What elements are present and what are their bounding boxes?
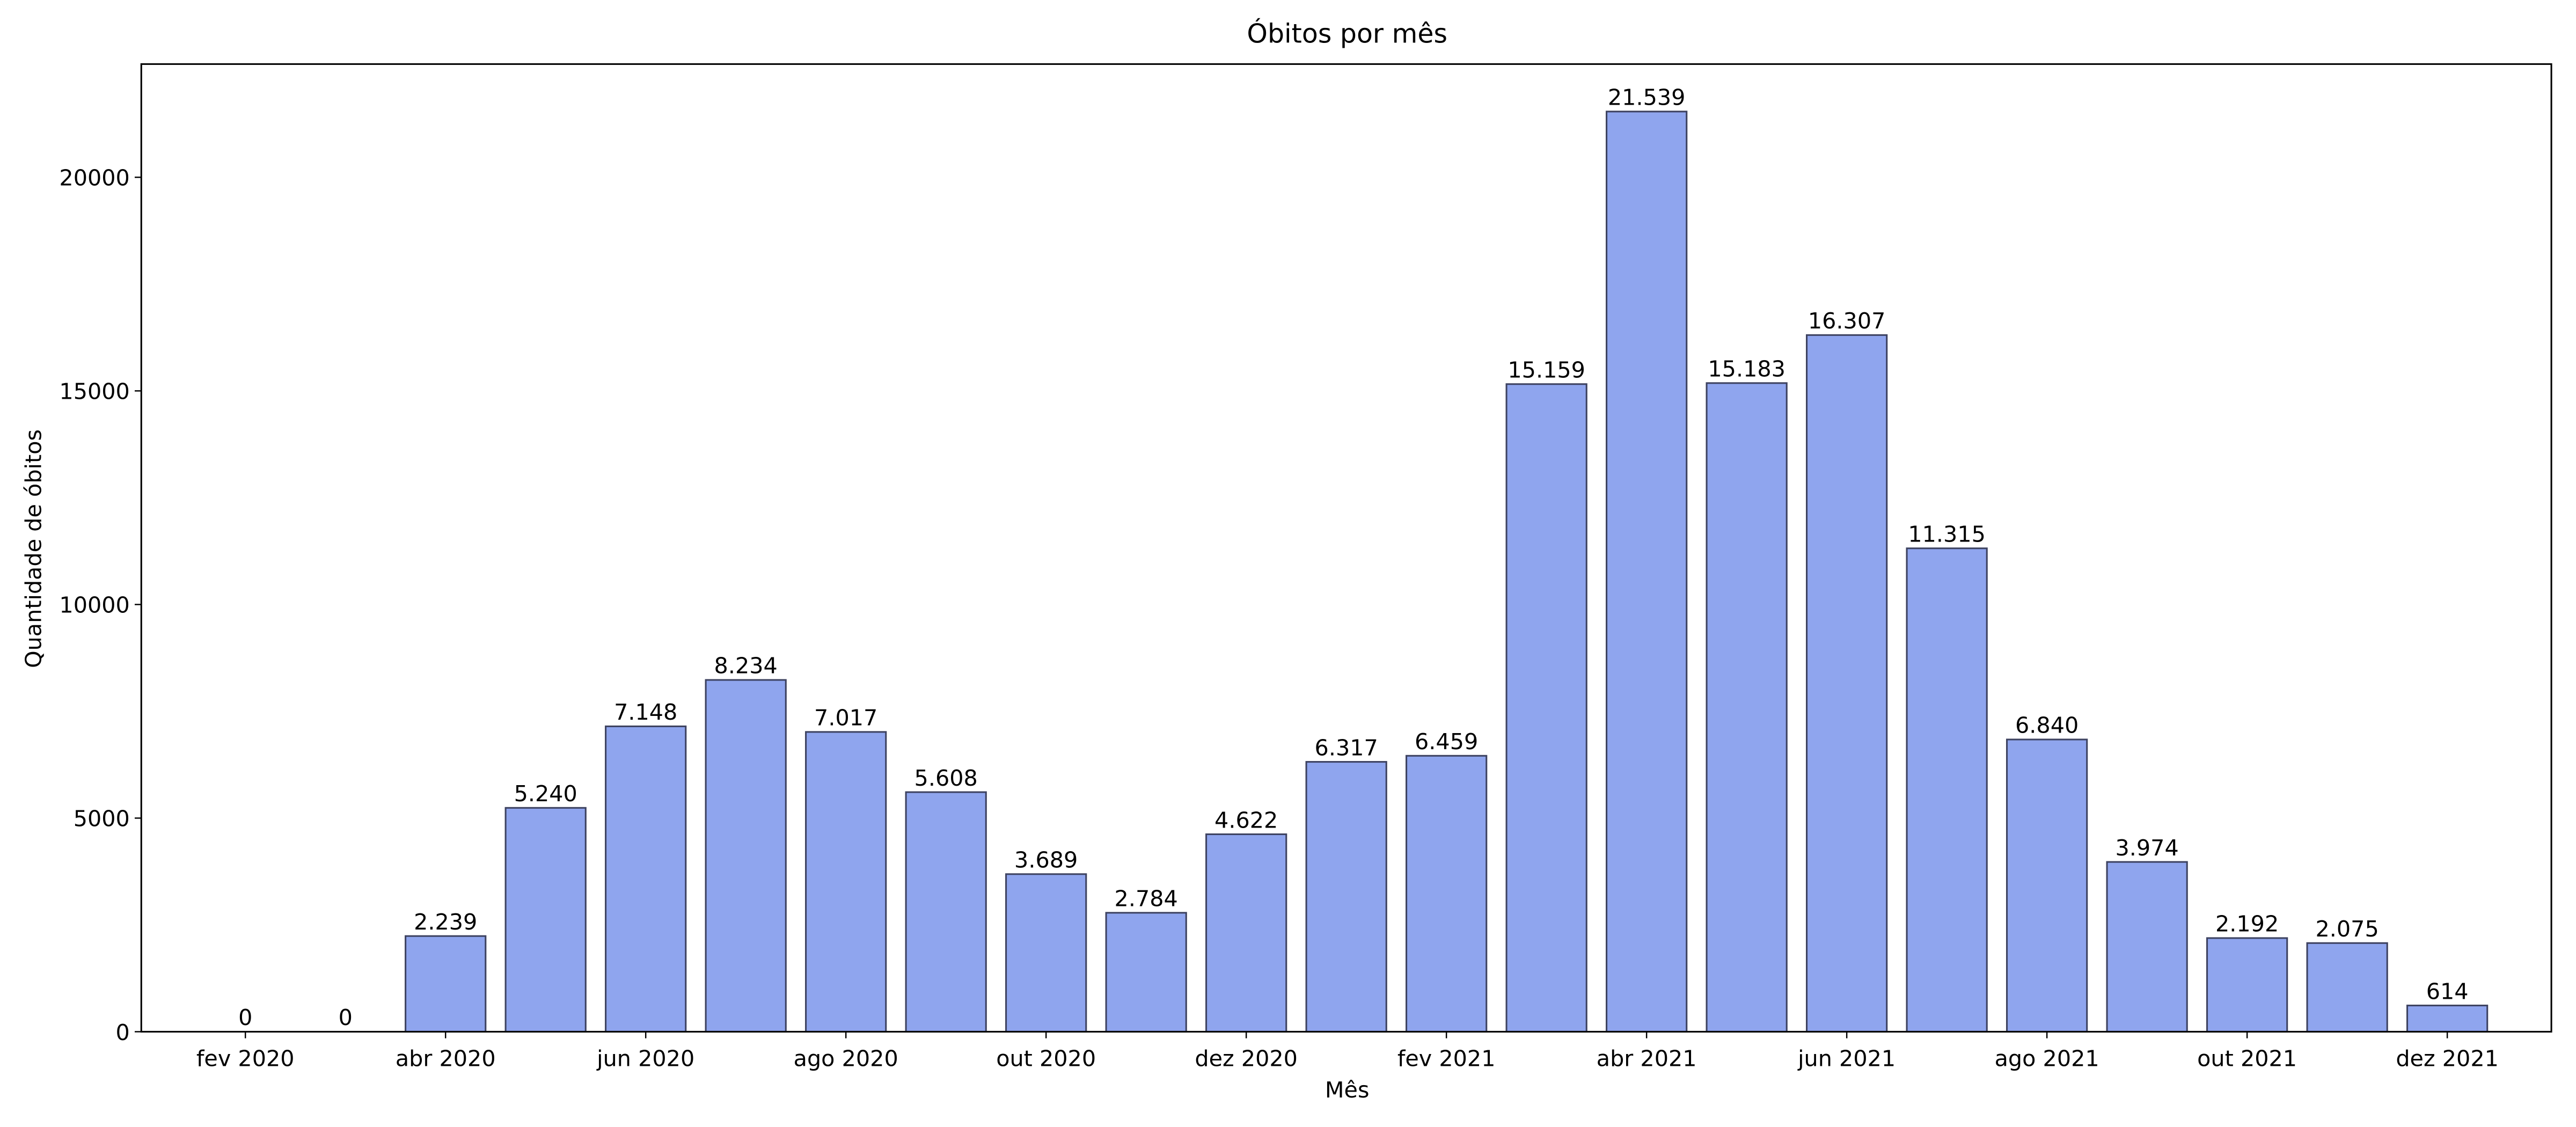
bar [504, 807, 587, 1033]
y-tick-label: 10000 [59, 592, 129, 618]
bar [805, 731, 887, 1033]
bar [2306, 942, 2388, 1033]
bar [405, 935, 487, 1033]
value-label: 6.459 [1415, 729, 1478, 755]
value-label: 7.017 [814, 705, 877, 731]
bar [1406, 755, 1488, 1033]
x-tick-label: fev 2021 [1397, 1046, 1496, 1072]
value-label: 7.148 [614, 699, 677, 725]
bar [1205, 833, 1287, 1033]
y-tick-label: 5000 [74, 806, 130, 832]
value-label: 8.234 [714, 653, 778, 679]
value-label: 0 [339, 1005, 353, 1030]
value-label: 6.840 [2015, 713, 2079, 738]
bar [905, 791, 987, 1033]
y-tick-label: 15000 [59, 379, 129, 405]
bar [605, 725, 687, 1033]
value-label: 3.974 [2115, 835, 2178, 861]
value-label: 5.240 [514, 781, 577, 807]
bar [1505, 383, 1587, 1033]
value-label: 15.159 [1507, 357, 1585, 383]
x-tick-label: abr 2021 [1597, 1046, 1697, 1072]
x-axis-label: Mês [1325, 1077, 1370, 1103]
x-tick-label: ago 2021 [1995, 1046, 2099, 1072]
chart-title: Óbitos por mês [1247, 18, 1447, 49]
bar [1005, 873, 1087, 1033]
value-label: 5.608 [914, 765, 978, 791]
y-axis-label: Quantidade de óbitos [21, 429, 47, 668]
value-label: 11.315 [1908, 521, 1986, 547]
y-tick-label: 20000 [59, 165, 129, 191]
value-label: 6.317 [1315, 735, 1378, 760]
x-tick-label: jun 2020 [596, 1046, 694, 1072]
x-tick-label: out 2020 [996, 1046, 1096, 1072]
bar [2106, 861, 2188, 1033]
value-label: 614 [2426, 978, 2469, 1004]
y-tick-label: 0 [116, 1020, 130, 1045]
value-label: 4.622 [1214, 807, 1278, 833]
value-label: 2.192 [2215, 911, 2279, 937]
value-label: 16.307 [1808, 308, 1886, 334]
bar [705, 679, 787, 1033]
value-label: 3.689 [1014, 847, 1078, 873]
bar [2406, 1005, 2489, 1033]
bar [1305, 761, 1387, 1033]
x-tick-label: ago 2020 [794, 1046, 898, 1072]
value-label: 15.183 [1708, 356, 1785, 382]
value-label: 2.784 [1115, 886, 1178, 912]
axes-frame [140, 63, 2552, 1033]
bar [1906, 547, 1988, 1033]
bar [2206, 937, 2288, 1033]
value-label: 0 [238, 1005, 252, 1030]
x-tick-label: dez 2020 [1195, 1046, 1298, 1072]
x-tick-label: jun 2021 [1797, 1046, 1896, 1072]
x-tick-label: dez 2021 [2396, 1046, 2499, 1072]
bar [1806, 334, 1888, 1033]
value-label: 2.075 [2315, 916, 2379, 942]
value-label: 2.239 [414, 909, 477, 935]
value-label: 21.539 [1608, 85, 1686, 111]
x-tick-label: fev 2020 [196, 1046, 295, 1072]
bar [1606, 111, 1688, 1033]
x-tick-label: out 2021 [2197, 1046, 2297, 1072]
bar [1706, 382, 1788, 1033]
x-tick-label: abr 2020 [396, 1046, 496, 1072]
bar [2006, 738, 2088, 1033]
bar [1105, 912, 1187, 1033]
